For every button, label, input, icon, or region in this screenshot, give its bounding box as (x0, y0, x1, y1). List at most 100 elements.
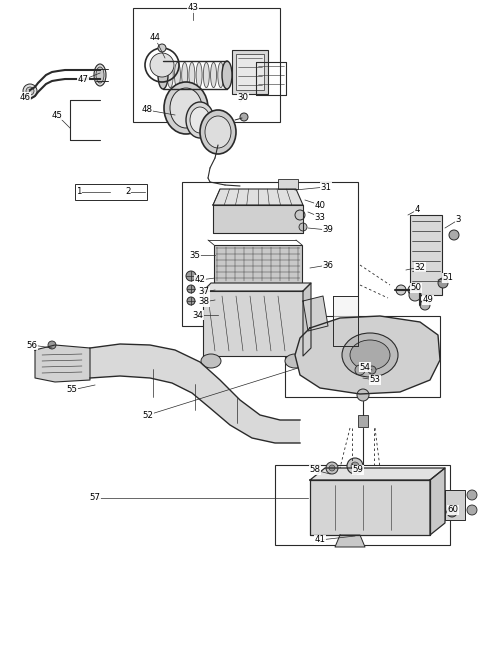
Circle shape (295, 210, 305, 220)
Bar (278, 179, 298, 189)
Ellipse shape (222, 61, 232, 89)
Polygon shape (303, 283, 311, 356)
Ellipse shape (174, 62, 180, 88)
Bar (75, 184, 147, 200)
Text: 59: 59 (353, 466, 363, 474)
Text: 38: 38 (199, 298, 209, 306)
Ellipse shape (190, 107, 210, 133)
Ellipse shape (350, 340, 390, 370)
Polygon shape (430, 468, 445, 535)
Text: 2: 2 (125, 188, 131, 197)
Circle shape (357, 389, 369, 401)
Circle shape (409, 289, 421, 301)
Text: 32: 32 (415, 262, 425, 272)
Circle shape (187, 297, 195, 305)
Circle shape (150, 53, 174, 77)
Bar (214, 245, 302, 283)
Text: 60: 60 (447, 506, 458, 514)
Ellipse shape (181, 62, 188, 88)
Ellipse shape (225, 62, 231, 88)
Circle shape (347, 458, 363, 474)
Text: 39: 39 (323, 226, 334, 234)
Circle shape (186, 271, 196, 281)
Circle shape (351, 462, 359, 470)
Text: 3: 3 (455, 216, 461, 224)
Ellipse shape (201, 354, 221, 368)
Text: 33: 33 (314, 213, 325, 222)
Bar (203, 291, 303, 356)
Text: 30: 30 (238, 94, 249, 102)
Text: 41: 41 (314, 535, 325, 544)
Polygon shape (203, 283, 311, 291)
Circle shape (299, 223, 307, 231)
Ellipse shape (94, 64, 106, 86)
Text: 58: 58 (310, 466, 321, 474)
Text: 34: 34 (192, 310, 204, 319)
Bar (182, 182, 358, 326)
Polygon shape (335, 535, 365, 547)
Ellipse shape (200, 110, 236, 154)
Circle shape (467, 490, 477, 500)
Text: 40: 40 (314, 201, 325, 209)
Circle shape (368, 366, 376, 374)
Ellipse shape (186, 102, 214, 138)
Ellipse shape (196, 62, 202, 88)
Text: 55: 55 (67, 386, 77, 394)
Text: 42: 42 (194, 276, 205, 285)
Text: 46: 46 (20, 92, 31, 102)
Circle shape (449, 230, 459, 240)
Text: 37: 37 (199, 287, 209, 297)
Ellipse shape (158, 61, 168, 89)
Ellipse shape (218, 62, 224, 88)
Polygon shape (333, 296, 358, 346)
Ellipse shape (342, 333, 398, 377)
Text: 57: 57 (89, 493, 100, 502)
Ellipse shape (167, 62, 173, 88)
Bar (236, 54, 264, 90)
Ellipse shape (170, 88, 202, 128)
Circle shape (396, 285, 406, 295)
Ellipse shape (96, 67, 104, 83)
Ellipse shape (164, 82, 208, 134)
Circle shape (26, 87, 34, 95)
Circle shape (438, 278, 448, 288)
Text: 45: 45 (51, 110, 62, 119)
Circle shape (408, 285, 418, 295)
Text: 1: 1 (76, 188, 82, 197)
Circle shape (329, 465, 335, 471)
Ellipse shape (204, 62, 209, 88)
Circle shape (326, 462, 338, 474)
Text: 36: 36 (323, 260, 334, 270)
Circle shape (23, 84, 37, 98)
Circle shape (467, 505, 477, 515)
Polygon shape (310, 480, 430, 535)
Text: 31: 31 (321, 182, 332, 192)
Circle shape (158, 44, 166, 52)
Bar (358, 415, 368, 427)
Text: 43: 43 (188, 3, 199, 12)
Text: 48: 48 (142, 106, 153, 115)
Text: 52: 52 (143, 411, 154, 419)
Polygon shape (303, 296, 328, 331)
Circle shape (420, 300, 430, 310)
Bar (285, 316, 440, 397)
Text: 51: 51 (443, 274, 454, 283)
Polygon shape (213, 189, 303, 205)
Text: 49: 49 (422, 295, 433, 304)
Polygon shape (295, 316, 440, 394)
Bar (133, 8, 280, 122)
Circle shape (48, 341, 56, 349)
Ellipse shape (285, 354, 305, 368)
Polygon shape (35, 345, 90, 382)
Ellipse shape (211, 62, 216, 88)
Circle shape (240, 113, 248, 121)
Text: 35: 35 (190, 251, 201, 260)
Text: 54: 54 (360, 363, 371, 371)
Bar (275, 465, 450, 545)
Circle shape (355, 365, 365, 375)
Text: 50: 50 (410, 283, 421, 293)
Polygon shape (445, 490, 465, 520)
Bar (410, 215, 442, 295)
Ellipse shape (205, 116, 231, 148)
Polygon shape (90, 344, 300, 443)
